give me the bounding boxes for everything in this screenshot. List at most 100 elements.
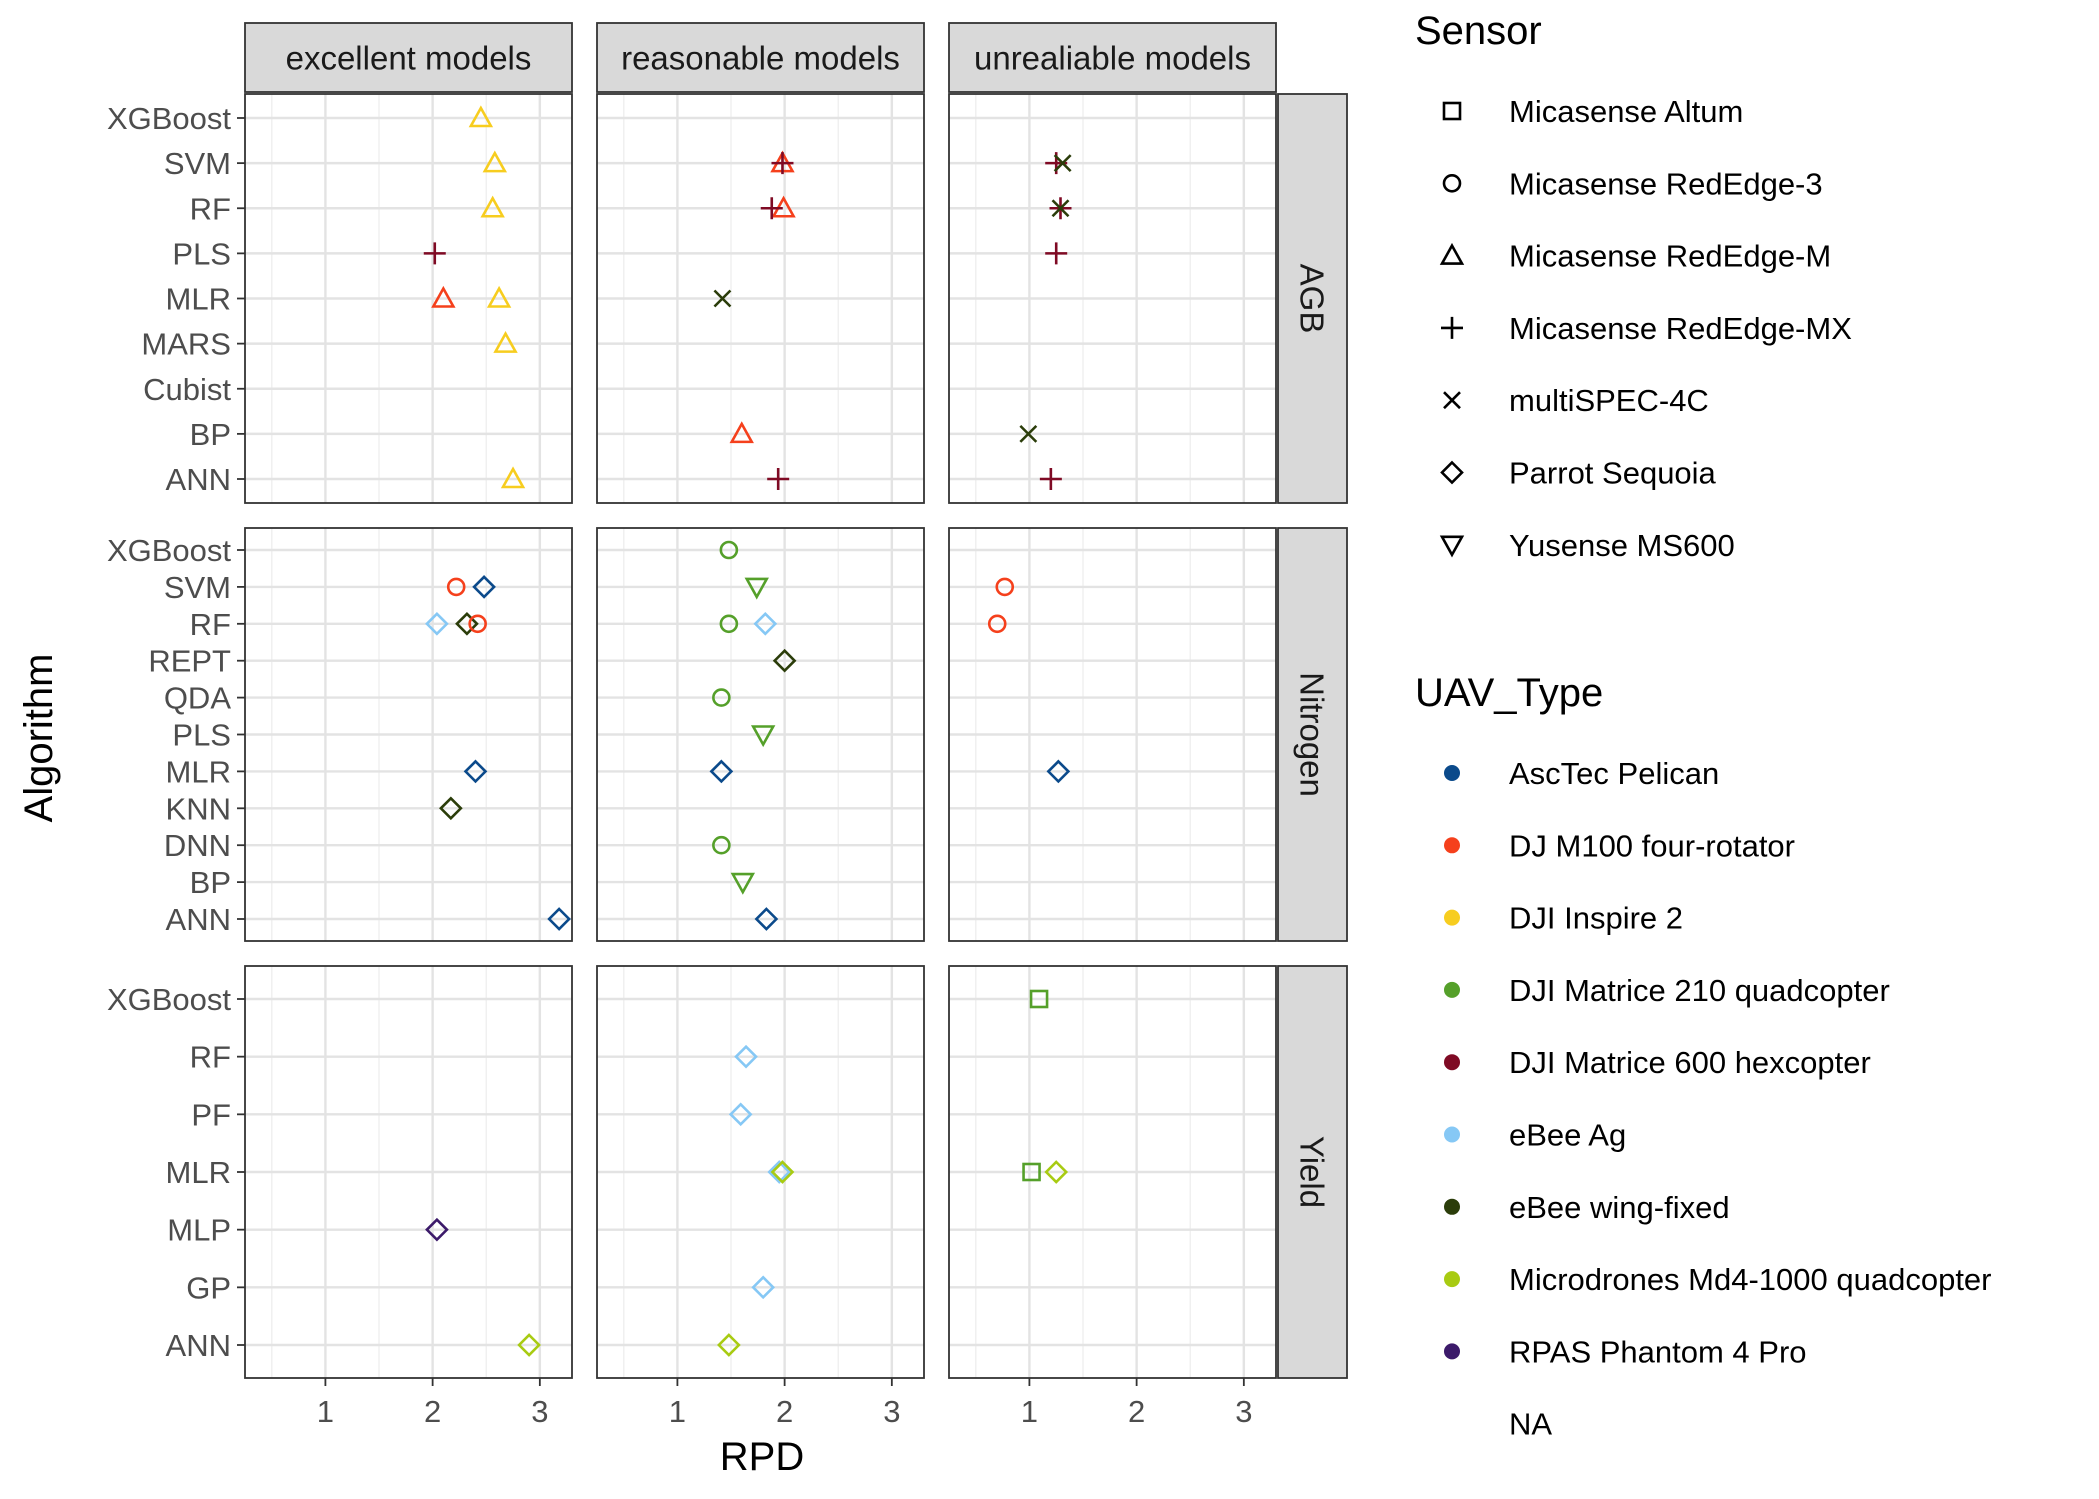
data-point	[767, 468, 790, 490]
data-point	[547, 907, 571, 931]
legend-sensor: Sensor Micasense Altum Micasense RedEdge-3…	[1415, 9, 1852, 563]
legend-uav-item: eBee Ag	[1444, 1118, 1626, 1153]
legend-uav-key	[1444, 909, 1460, 926]
y-tick-label: XGBoost	[107, 982, 231, 1017]
legend-uav-key	[1444, 837, 1460, 854]
data-point	[1053, 154, 1072, 173]
x-tick-label: 3	[883, 1394, 900, 1429]
row-strip-agb: AGB	[1277, 93, 1348, 504]
data-point	[1022, 1162, 1041, 1182]
data-point	[1044, 1160, 1069, 1184]
column-strip-reasonable-models: reasonable models	[596, 22, 925, 93]
legend-sensor-item: Micasense Altum	[1442, 94, 1743, 129]
panel-yield-excellent-models: 1 2 3	[244, 965, 573, 1429]
y-tick-label: MARS	[141, 327, 231, 362]
data-point	[1051, 199, 1070, 218]
data-point	[729, 421, 754, 444]
row-strip-yield: Yield	[1277, 965, 1348, 1379]
legend-sensor-key	[1439, 535, 1465, 558]
data-point	[751, 1275, 776, 1300]
data-point	[1019, 424, 1038, 443]
data-point	[431, 285, 456, 308]
legend-uav-item: Microdrones Md4-1000 quadcopter	[1444, 1262, 1992, 1297]
legend-uav-key	[1444, 1271, 1460, 1288]
legend-sensor-key	[1440, 460, 1464, 485]
y-tick-label: PLS	[172, 236, 231, 271]
x-tick-label: 1	[317, 1394, 334, 1429]
column-strip-label: unrealiable models	[974, 40, 1251, 77]
legend-uav-label: eBee Ag	[1509, 1118, 1626, 1153]
y-axis-title: Algorithm	[17, 654, 61, 823]
legend-uav-item: DJ M100 four-rotator	[1444, 828, 1795, 863]
panel-agb-unrealiable-models	[948, 93, 1277, 504]
x-tick-label: 3	[531, 1394, 548, 1429]
row-strip-label: AGB	[1294, 264, 1331, 334]
panel-yield-reasonable-models: 1 2 3	[596, 965, 925, 1429]
legend-uav-label: DJI Matrice 210 quadcopter	[1509, 973, 1890, 1008]
x-axis-title: RPD	[720, 1435, 804, 1479]
legend-sensor-item: multiSPEC-4C	[1443, 383, 1709, 418]
y-tick-label: MLR	[166, 282, 231, 317]
data-point	[439, 796, 463, 821]
column-strip-box	[596, 22, 925, 93]
legend-uav-title: UAV_Type	[1415, 671, 1603, 715]
data-point	[1046, 759, 1071, 784]
row-strip-box	[1277, 965, 1348, 1379]
legend-uav-item: RPAS Phantom 4 Pro	[1444, 1334, 1807, 1369]
data-point	[500, 466, 526, 489]
row-strip-label: Nitrogen	[1294, 672, 1331, 797]
data-point	[730, 872, 756, 895]
column-strip-excellent-models: excellent models	[244, 22, 573, 93]
legend-uav-key	[1444, 765, 1460, 781]
legend-uav-key	[1444, 1198, 1460, 1215]
data-point	[1039, 468, 1062, 490]
data-point	[719, 614, 739, 634]
data-point	[712, 688, 731, 707]
legend-sensor-item: Micasense RedEdge-M	[1439, 239, 1831, 274]
data-point	[771, 152, 794, 175]
x-tick-label: 2	[776, 1394, 793, 1429]
data-point	[472, 575, 496, 599]
panel-nitrogen-reasonable-models	[596, 527, 925, 942]
legend-uav-label: DJI Inspire 2	[1509, 901, 1683, 936]
panel-nitrogen-excellent-models	[244, 527, 573, 942]
row-strip-label: Yield	[1294, 1136, 1331, 1208]
data-point	[767, 1160, 792, 1184]
data-point	[713, 289, 732, 308]
y-tick-label: MLP	[167, 1213, 231, 1248]
legend-uav-item: NA	[1509, 1407, 1552, 1442]
data-point	[712, 835, 731, 855]
data-point	[754, 907, 779, 931]
panel-border	[948, 527, 1277, 942]
data-point	[772, 648, 797, 673]
legend-uav-item: DJI Matrice 210 quadcopter	[1444, 973, 1890, 1008]
y-tick-label: DNN	[164, 828, 231, 863]
column-strip-box	[948, 22, 1277, 93]
column-strip-label: reasonable models	[621, 40, 900, 77]
data-point	[734, 1044, 758, 1069]
row-strip-box	[1277, 93, 1348, 504]
data-point	[425, 611, 449, 636]
legend-uav-label: DJ M100 four-rotator	[1509, 828, 1795, 863]
data-point	[482, 150, 508, 173]
legend-sensor-key	[1442, 174, 1462, 193]
x-tick-label: 3	[1235, 1394, 1252, 1429]
legend-sensor-label: Micasense RedEdge-MX	[1509, 311, 1852, 346]
legend-uav-label: Microdrones Md4-1000 quadcopter	[1509, 1262, 1992, 1297]
y-tick-label: GP	[186, 1270, 231, 1305]
x-tick-label: 1	[1021, 1394, 1038, 1429]
legend-uav-label: eBee wing-fixed	[1509, 1190, 1730, 1225]
y-tick-label: RF	[190, 607, 231, 642]
y-tick-label: ANN	[166, 902, 231, 937]
y-tick-label: XGBoost	[107, 533, 231, 568]
panel-border	[596, 527, 925, 942]
legend-uav-type: UAV_Type AscTec Pelican DJ M100 four-rotat…	[1415, 671, 1992, 1442]
y-tick-label: MLR	[166, 754, 231, 789]
legend-uav-label: AscTec Pelican	[1509, 756, 1719, 791]
x-tick-label: 2	[1128, 1394, 1145, 1429]
data-point	[770, 1160, 795, 1184]
y-tick-label: BP	[190, 417, 231, 452]
row-strip-box	[1277, 527, 1348, 942]
legend-uav-key	[1444, 1126, 1460, 1143]
